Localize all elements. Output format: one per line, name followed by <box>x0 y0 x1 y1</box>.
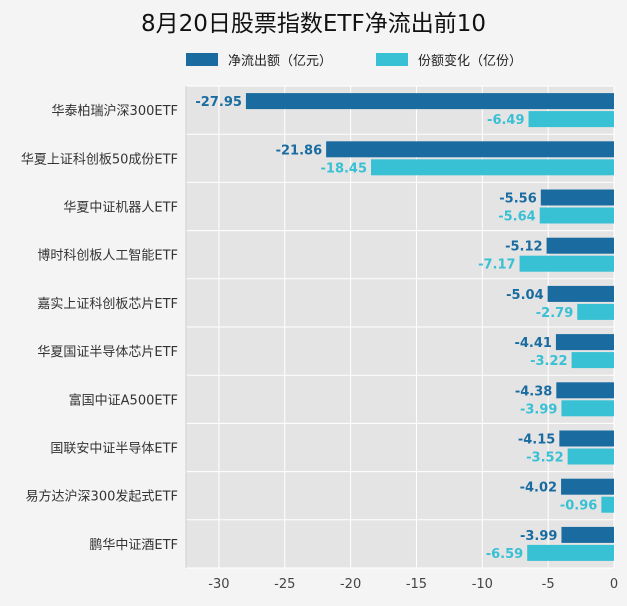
bar-share-change <box>571 352 614 369</box>
category-label: 华泰柏瑞沪深300ETF <box>52 103 178 119</box>
bar-net-outflow <box>546 237 614 254</box>
category-label: 华夏中证机器人ETF <box>63 201 178 216</box>
data-label: -27.95 <box>195 95 242 110</box>
bar-share-change <box>567 448 614 465</box>
data-label: -4.15 <box>518 433 555 448</box>
x-tick-label: 0 <box>610 577 618 592</box>
bar-net-outflow <box>547 285 614 302</box>
bar-share-change <box>519 255 614 272</box>
legend-item-outflow: 净流出额（亿元） <box>186 50 332 69</box>
legend-label-share-change: 份额变化（亿份） <box>418 53 523 69</box>
data-label: -6.49 <box>487 113 524 128</box>
legend-swatch-outflow <box>186 52 218 66</box>
category-label: 鹏华中证酒ETF <box>89 538 178 553</box>
x-tick-label: -5 <box>542 577 555 592</box>
data-label: -21.86 <box>276 143 323 158</box>
data-label: -3.99 <box>520 529 557 544</box>
bar-share-change <box>577 303 614 320</box>
data-label: -3.22 <box>530 354 567 369</box>
x-tick-label: -25 <box>274 577 295 592</box>
x-tick-label: -20 <box>340 577 361 592</box>
data-label: -4.41 <box>514 336 551 351</box>
legend-swatch-share-change <box>376 52 409 66</box>
bar-share-change <box>539 207 614 224</box>
data-label: -5.64 <box>498 210 535 225</box>
data-label: -18.45 <box>321 161 368 176</box>
data-label: -2.79 <box>536 306 573 321</box>
bar-net-outflow <box>555 334 614 351</box>
bar-net-outflow <box>561 478 614 495</box>
category-label: 华夏上证科创板50成份ETF <box>21 152 178 167</box>
x-tick-label: -10 <box>472 577 493 592</box>
legend-label-outflow: 净流出额（亿元） <box>228 53 333 69</box>
category-label: 嘉实上证科创板芯片ETF <box>37 297 178 312</box>
x-tick-label: -30 <box>208 577 229 592</box>
bar-net-outflow <box>326 141 614 158</box>
bar-share-change <box>371 159 614 176</box>
legend-item-share-change: 份额变化（亿份） <box>376 50 522 69</box>
data-label: -6.59 <box>486 547 523 562</box>
bar-net-outflow <box>561 526 614 543</box>
data-label: -7.17 <box>478 258 515 273</box>
data-label: -4.02 <box>520 481 557 496</box>
bar-share-change <box>561 400 614 417</box>
category-label: 富国中证A500ETF <box>69 392 178 408</box>
bar-share-change <box>528 111 614 128</box>
data-label: -5.04 <box>506 288 543 303</box>
bar-net-outflow <box>245 93 615 110</box>
data-label: -5.56 <box>499 192 536 207</box>
chart-title: 8月20日股票指数ETF净流出前10 <box>141 11 486 37</box>
data-label: -3.52 <box>526 451 563 466</box>
category-label: 博时科创板人工智能ETF <box>37 249 178 264</box>
category-label: 易方达沪深300发起式ETF <box>26 489 178 505</box>
x-tick-label: -15 <box>406 577 427 592</box>
bar-share-change <box>527 544 614 561</box>
data-label: -4.38 <box>515 384 552 399</box>
bar-net-outflow <box>556 382 614 399</box>
bar-net-outflow <box>559 430 614 447</box>
category-label: 华夏国证半导体芯片ETF <box>37 345 178 360</box>
data-label: -0.96 <box>560 499 597 514</box>
bar-share-change <box>601 496 614 513</box>
bar-net-outflow <box>540 189 614 206</box>
data-label: -5.12 <box>505 240 542 255</box>
legend: 净流出额（亿元） 份额变化（亿份） <box>186 49 566 69</box>
category-label: 国联安中证半导体ETF <box>50 442 178 457</box>
data-label: -3.99 <box>520 402 557 417</box>
